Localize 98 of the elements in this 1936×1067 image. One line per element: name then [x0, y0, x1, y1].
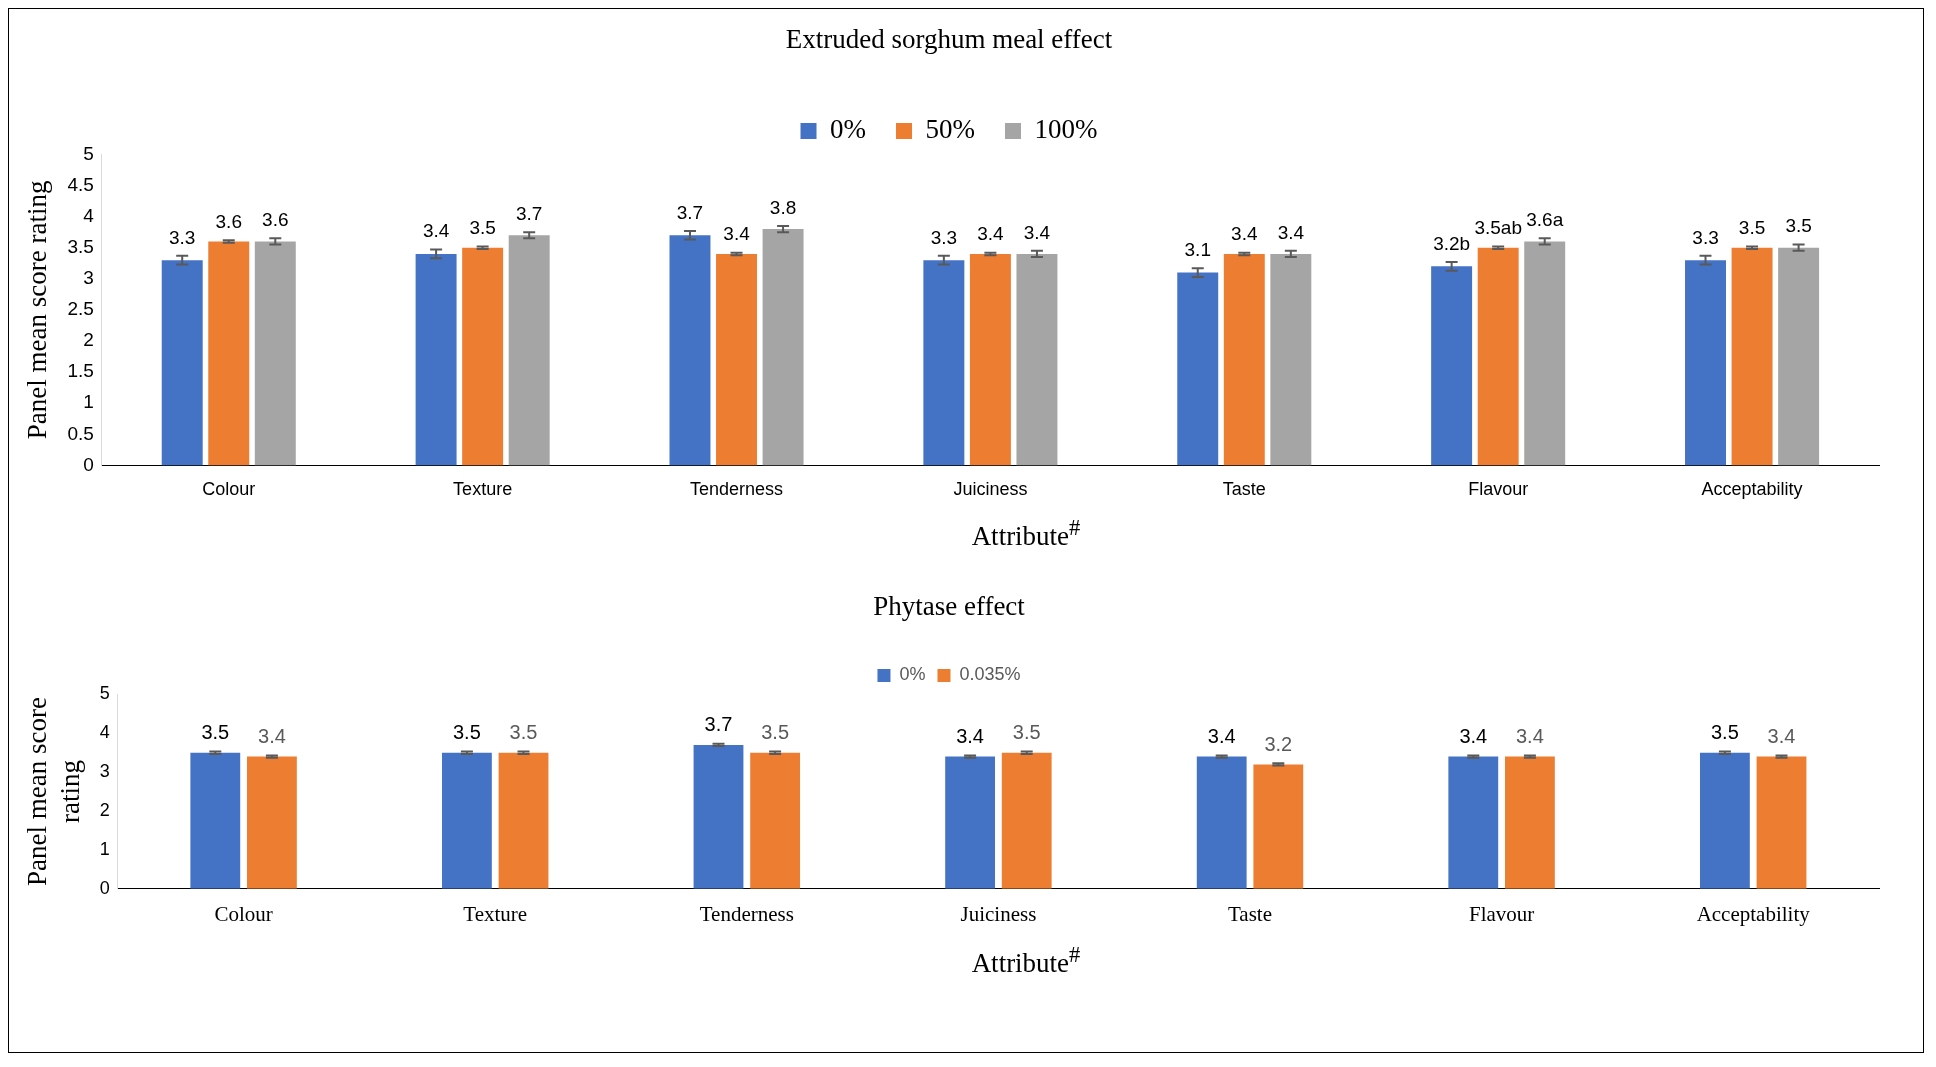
data-label: 3.6	[215, 210, 242, 232]
legend-label: 100%	[1034, 113, 1098, 144]
data-label: 3.5	[469, 217, 496, 239]
data-label: 3.5	[509, 721, 538, 744]
data-label: 3.3	[169, 226, 196, 248]
y-tick-label: 3	[83, 267, 94, 289]
bar	[1477, 247, 1519, 466]
bar	[508, 235, 550, 466]
y-axis-title: Panel mean score rating	[22, 697, 85, 887]
bar	[762, 229, 804, 466]
data-label: 3.4	[1207, 724, 1236, 747]
data-label: 3.4	[977, 223, 1005, 245]
legend-label: 0%	[830, 113, 867, 144]
data-label: 3.2b	[1433, 232, 1471, 254]
y-tick-label: 0.5	[67, 422, 94, 444]
y-tick-label: 0	[83, 453, 94, 475]
bar	[716, 253, 757, 466]
x-tick-label: Tenderness	[689, 479, 784, 500]
x-axis-title: Attribute$^{#}$	[970, 515, 1082, 552]
data-label: 3.4	[1459, 724, 1488, 747]
chart-title: Extruded sorghum meal effect	[785, 24, 1113, 55]
bar	[462, 247, 504, 466]
x-tick-label: Flavour	[1468, 479, 1529, 500]
data-label: 3.4	[1516, 724, 1544, 747]
bar	[1223, 253, 1265, 466]
data-label: 3.3	[930, 226, 958, 248]
data-label: 3.5	[1785, 215, 1812, 237]
y-axis-title: Panel mean score rating	[22, 180, 53, 440]
y-tick-label: 3	[99, 761, 110, 782]
x-tick-label: Colour	[214, 901, 273, 926]
x-tick-label: Texture	[453, 479, 513, 500]
data-label: 3.6	[262, 209, 289, 231]
data-label: 3.4	[956, 724, 985, 747]
data-label: 3.5	[1012, 721, 1041, 744]
y-tick-label: 1	[83, 391, 94, 413]
data-label: 3.4	[723, 223, 751, 245]
x-tick-label: Taste	[1228, 901, 1273, 926]
x-tick-label: Tenderness	[699, 901, 794, 926]
y-tick-label: 3.5	[67, 235, 94, 257]
bar	[161, 260, 203, 466]
x-tick-label: Taste	[1222, 479, 1266, 500]
y-tick-label: 1	[99, 838, 110, 859]
data-label: 3.7	[676, 201, 704, 223]
data-label: 3.3	[1692, 226, 1719, 248]
bar	[923, 260, 965, 466]
data-label: 3.5	[1710, 721, 1739, 744]
bar	[1177, 272, 1219, 466]
data-label: 3.6a	[1526, 209, 1564, 231]
data-label: 3.8	[769, 196, 797, 218]
legend-label: 50%	[925, 113, 975, 144]
bar	[669, 235, 711, 466]
bar	[1778, 247, 1820, 466]
x-axis-title: Attribute$^{#}$	[970, 942, 1082, 979]
data-label: 3.4	[1767, 724, 1796, 747]
data-label: 3.2	[1264, 732, 1293, 755]
x-tick-label: Texture	[463, 901, 528, 926]
bar	[208, 241, 250, 466]
x-tick-label: Juiciness	[960, 901, 1037, 926]
data-label: 3.4	[258, 724, 286, 747]
legend-label: 0%	[899, 664, 926, 685]
data-label: 3.4	[1277, 221, 1305, 243]
chart-title: Phytase effect	[873, 591, 1026, 622]
y-tick-label: 1.5	[67, 360, 94, 382]
data-label: 3.5ab	[1474, 217, 1522, 239]
bar	[1524, 241, 1566, 466]
data-label: 3.4	[1023, 221, 1051, 243]
y-tick-label: 2.5	[67, 298, 94, 320]
data-label: 3.4	[1231, 223, 1258, 245]
data-label: 3.7	[704, 713, 733, 736]
bar	[1016, 253, 1058, 466]
x-tick-label: Colour	[202, 479, 256, 500]
y-tick-label: 4	[83, 204, 95, 226]
bar	[1431, 266, 1473, 466]
x-tick-label: Acceptability	[1701, 479, 1803, 500]
y-tick-label: 2	[83, 329, 94, 351]
data-label: 3.1	[1184, 238, 1211, 260]
data-label: 3.5	[761, 721, 790, 744]
y-tick-label: 0	[99, 877, 110, 898]
x-tick-label: Flavour	[1468, 901, 1535, 926]
data-label: 3.5	[201, 721, 230, 744]
data-label: 3.7	[515, 202, 543, 224]
bar	[1685, 260, 1726, 466]
bar	[1731, 247, 1773, 466]
y-tick-label: 5	[99, 683, 110, 704]
bar	[969, 253, 1011, 466]
bar	[254, 241, 296, 466]
bar	[415, 253, 457, 466]
x-tick-label: Acceptability	[1696, 901, 1811, 926]
y-tick-label: 2	[99, 800, 110, 821]
x-tick-label: Juiciness	[953, 479, 1028, 500]
data-label: 3.5	[1738, 217, 1766, 239]
data-label: 3.5	[453, 721, 481, 744]
y-tick-label: 4	[99, 722, 110, 743]
data-label: 3.4	[422, 220, 450, 242]
y-tick-label: 4.5	[67, 173, 94, 195]
legend-label: 0.035%	[959, 664, 1021, 685]
bar	[1270, 253, 1312, 466]
y-tick-label: 5	[83, 142, 94, 164]
